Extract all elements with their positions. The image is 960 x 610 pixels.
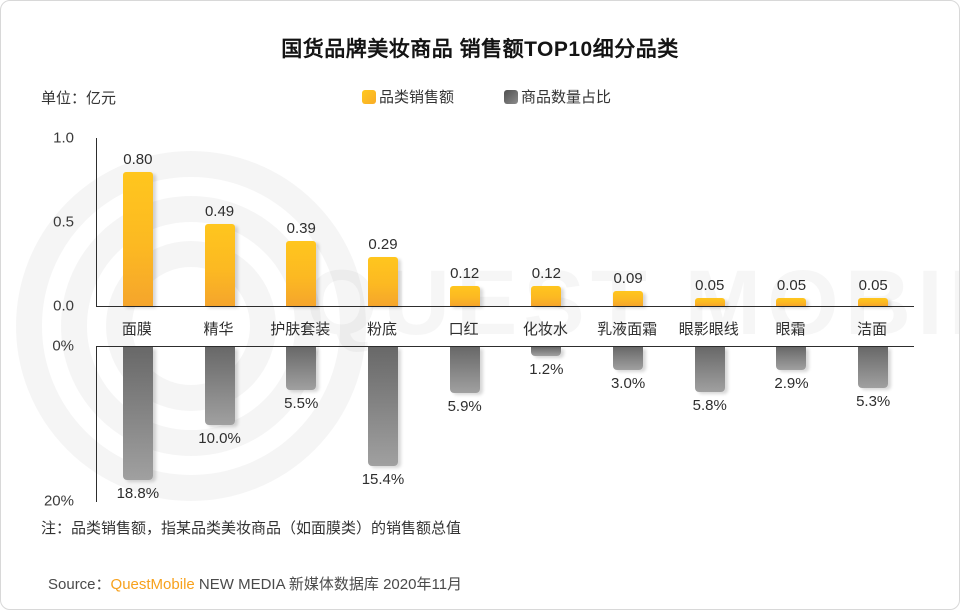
legend-swatch-share-icon [504,89,519,104]
source-suffix: NEW MEDIA 新媒体数据库 2020年11月 [194,576,463,593]
category-label-面膜: 面膜 [121,321,152,338]
category-label-护肤套装: 护肤套装 [270,321,331,338]
category-label-眼影眼线: 眼影眼线 [678,321,739,338]
share-bar-眼影眼线 [694,347,725,392]
share-bar-面膜 [122,347,153,480]
sales-bar-化妆水 [531,285,562,306]
legend: 品类销售额 商品数量占比 [362,86,611,107]
category-axis: 面膜 精华 护肤套装 粉底 口红 化妆水 乳液面霜 眼影眼线 眼霜 洁面 [96,312,913,345]
category-label-精华: 精华 [203,321,234,338]
page-title: 国货品牌美妆商品 销售额TOP10细分品类 [281,38,679,61]
footnote: 注：品类销售额，指某品类美妆商品（如面膜类）的销售额总值 [41,520,462,537]
sales-bar-chart: 0.80 0.49 0.39 0.29 0.12 0.12 0.09 0.05 0.05 0.05 [96,138,914,307]
bar-slot-乳液面霜: 0.09 [587,138,669,306]
share-bar-护肤套装 [286,347,317,390]
sales-bar-粉底 [367,257,398,306]
bar-value-label: 10.0% [198,429,241,447]
legend-item-sales: 品类销售额 [362,86,454,107]
share-bar-精华 [204,347,235,425]
bar-value-label: 15.4% [361,471,405,489]
bar-value-label: 0.39 [286,219,316,237]
y-axis-share: 0% 20% [26,338,86,510]
category-label-洁面: 洁面 [857,321,888,338]
bar-slot-粉底: 0.29 [342,138,424,306]
bar-slot-精华: 10.0% [179,347,261,502]
sales-bar-面膜 [122,171,153,306]
bar-slot-粉底: 15.4% [342,347,424,502]
y-tick-label: 1.0 [53,129,74,147]
bar-value-label: 3.0% [610,375,646,393]
sales-bar-眼影眼线 [694,297,725,306]
share-bar-化妆水 [531,347,562,357]
category-label-化妆水: 化妆水 [522,321,568,338]
bar-value-label: 0.12 [450,264,480,282]
bar-slot-眼霜: 0.05 [751,138,833,306]
unit-label: 单位：亿元 [41,90,117,107]
share-bar-口红 [449,347,480,393]
bar-value-label: 0.12 [531,264,561,282]
source-line: Source：QuestMobile NEW MEDIA 新媒体数据库 2020… [48,573,462,594]
bar-slot-洁面: 5.3% [832,347,914,502]
bar-value-label: 1.2% [529,361,564,379]
y-tick-label: 20% [43,492,74,510]
legend-label-share: 商品数量占比 [521,89,612,106]
bar-slot-口红: 5.9% [424,347,506,502]
bar-slot-洁面: 0.05 [832,138,914,306]
bar-slot-护肤套装: 0.39 [260,138,342,306]
bar-value-label: 5.9% [447,397,482,415]
bar-slot-眼霜: 2.9% [751,347,833,502]
legend-label-sales: 品类销售额 [379,89,455,106]
y-tick-label: 0.0 [53,297,74,315]
bar-value-label: 0.05 [776,276,807,294]
legend-swatch-sales-icon [362,89,376,104]
bar-value-label: 5.8% [692,396,727,414]
category-label-眼霜: 眼霜 [775,321,806,338]
bar-slot-面膜: 18.8% [97,347,179,502]
sales-bar-口红 [449,285,480,306]
share-bar-chart: 18.8% 10.0% 5.5% 15.4% 5.9% 1.2% 3.0% 5.8% 2.9% 5… [96,346,914,502]
bar-slot-眼影眼线: 0.05 [669,138,751,306]
bar-value-label: 0.49 [204,202,235,220]
share-bar-眼霜 [776,347,807,370]
bar-slot-护肤套装: 5.5% [260,347,342,502]
bar-slot-精华: 0.49 [179,138,261,306]
bar-value-label: 5.3% [856,393,891,411]
category-label-口红: 口红 [448,321,479,338]
bar-slot-乳液面霜: 3.0% [587,347,669,502]
bar-value-label: 5.5% [284,394,319,412]
bar-value-label: 0.09 [613,269,643,287]
sales-bar-护肤套装 [286,240,317,306]
bar-value-label: 0.05 [695,276,725,294]
bar-slot-化妆水: 1.2% [506,347,588,502]
bar-slot-口红: 0.12 [424,138,506,306]
sales-bar-精华 [204,223,235,306]
sales-bar-洁面 [858,297,889,306]
y-tick-label: 0.5 [53,213,74,231]
bar-value-label: 2.9% [774,374,809,392]
bar-slot-眼影眼线: 5.8% [669,347,751,502]
sales-bar-眼霜 [776,297,807,306]
bar-slot-面膜: 0.80 [97,138,179,306]
y-axis-sales: 1.0 0.5 0.0 [26,130,86,315]
bar-value-label: 0.05 [858,276,888,294]
bar-slot-化妆水: 0.12 [506,138,588,306]
share-bar-乳液面霜 [613,347,644,371]
category-label-乳液面霜: 乳液面霜 [597,321,658,338]
share-bar-洁面 [858,347,889,389]
category-label-粉底: 粉底 [366,321,397,338]
legend-item-share: 商品数量占比 [504,86,611,107]
bar-value-label: 18.8% [116,485,160,502]
source-prefix: Source： [48,576,111,593]
source-brand: QuestMobile [110,576,195,593]
share-bar-粉底 [367,347,398,467]
sales-bar-乳液面霜 [613,290,644,306]
bar-value-label: 0.29 [368,236,398,254]
y-tick-label: 0% [52,337,74,355]
bar-value-label: 0.80 [123,150,153,168]
